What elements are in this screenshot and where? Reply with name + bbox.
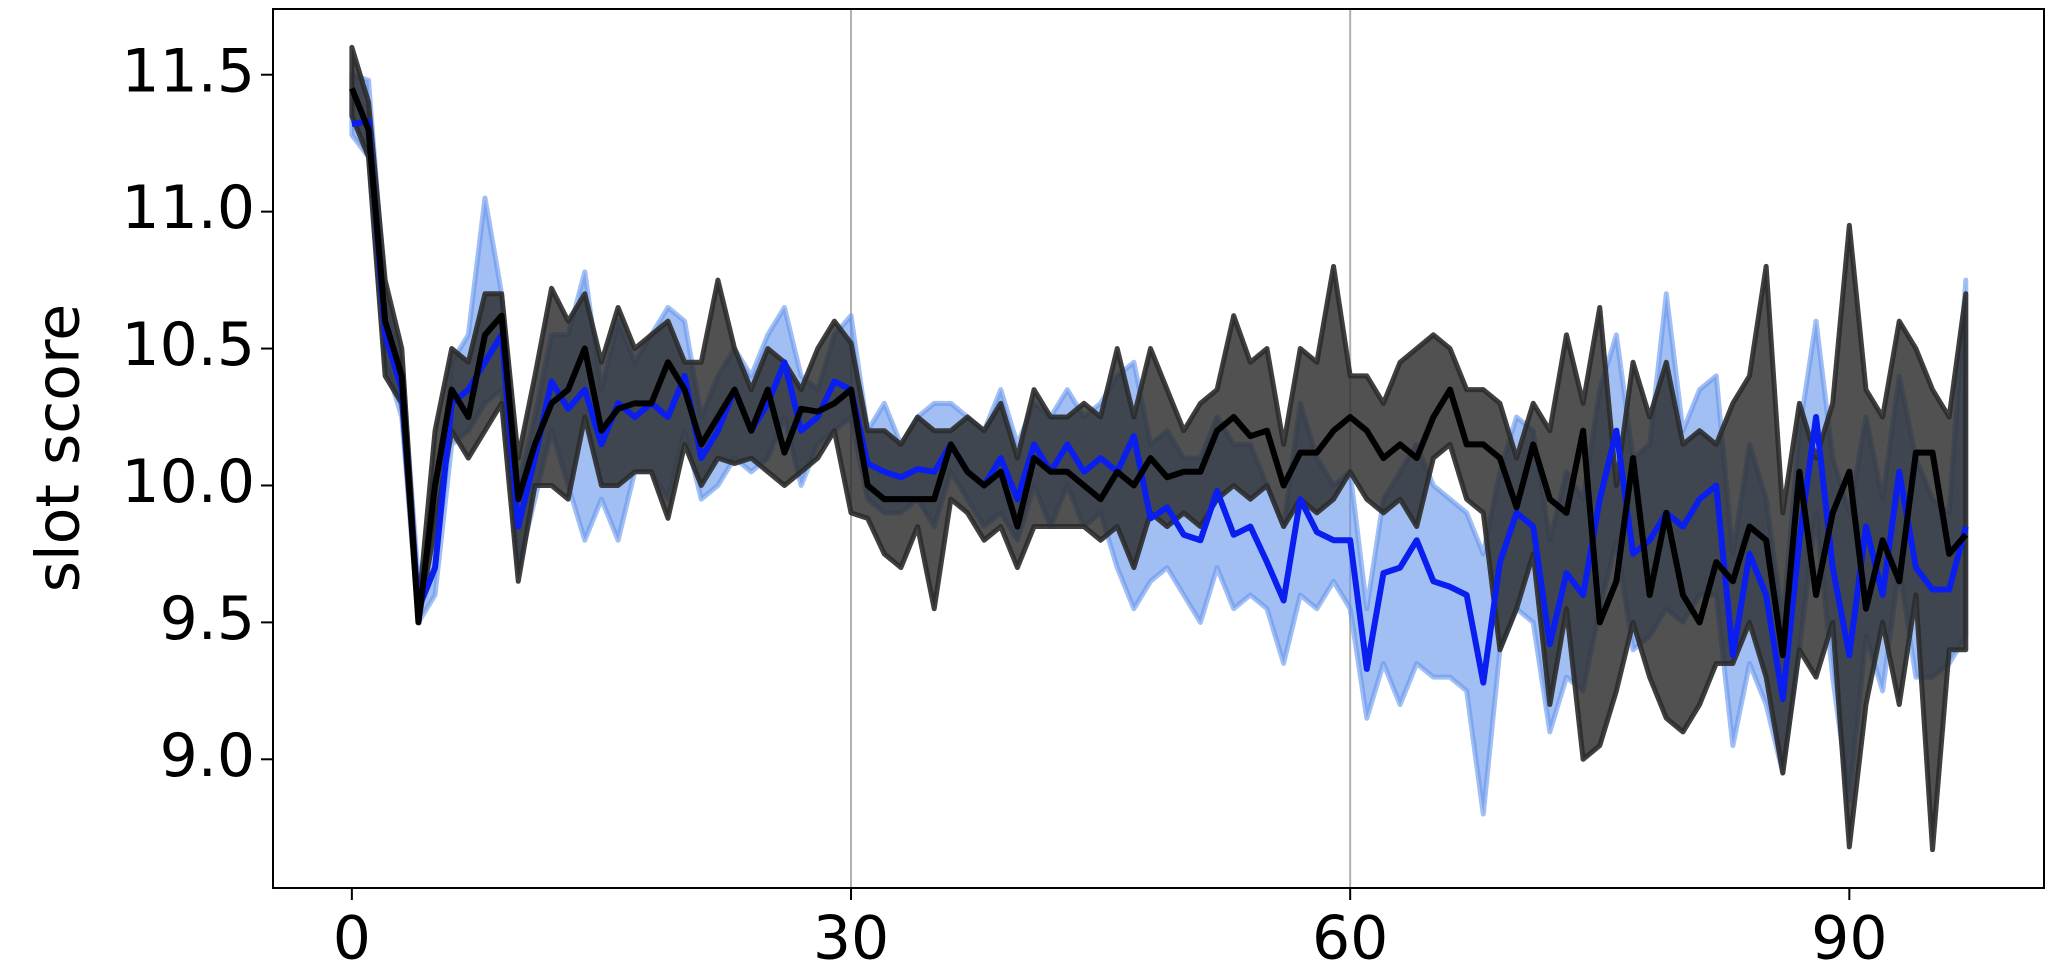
x-tick-label: 0 xyxy=(333,904,371,972)
x-tick-label: 90 xyxy=(1811,904,1887,972)
y-tick-label: 11.0 xyxy=(121,173,255,243)
y-tick-label: 10.5 xyxy=(121,310,255,380)
y-tick-label: 9.5 xyxy=(160,584,255,654)
band xyxy=(349,44,1969,853)
x-tick-label: 60 xyxy=(1312,904,1388,972)
y-tick-label: 11.5 xyxy=(121,36,255,106)
plot-frame xyxy=(272,8,2045,889)
y-axis-label: slot score xyxy=(24,304,94,592)
x-tick-label: 30 xyxy=(813,904,889,972)
y-tick-label: 9.0 xyxy=(160,721,255,791)
line xyxy=(349,87,1969,659)
y-tick-label: 10.0 xyxy=(121,447,255,517)
